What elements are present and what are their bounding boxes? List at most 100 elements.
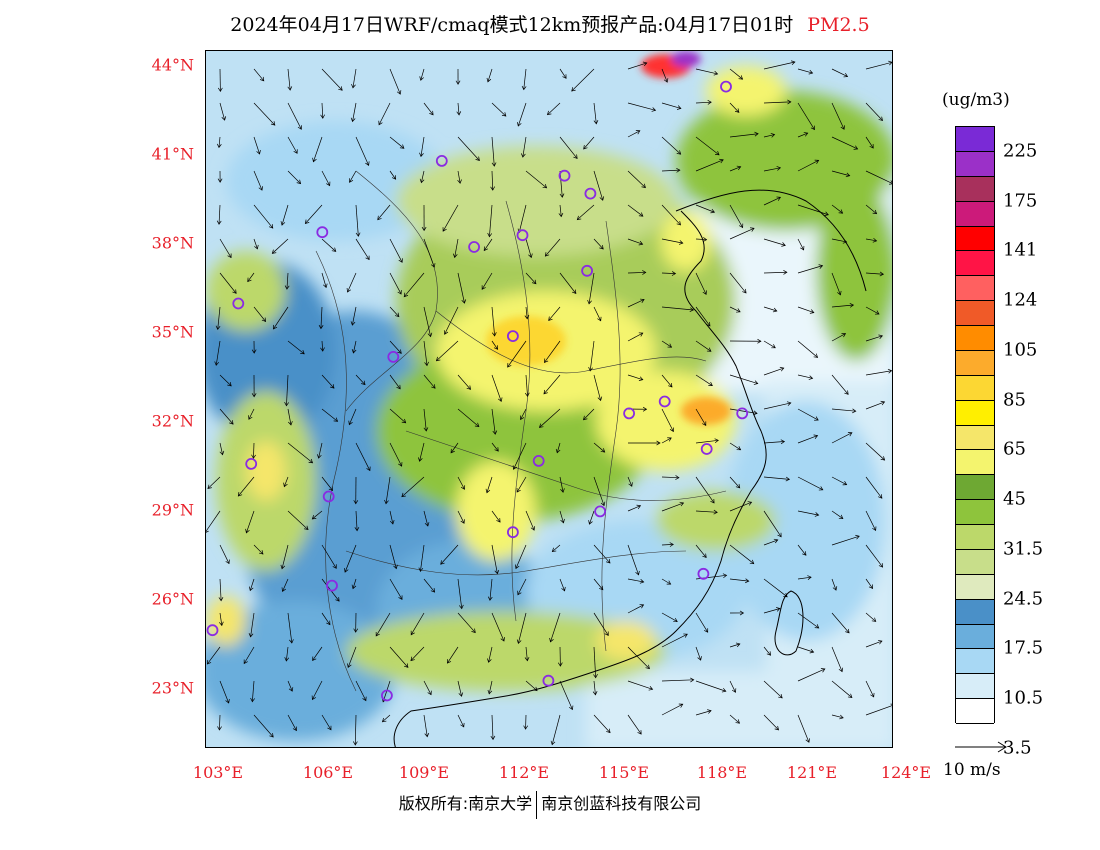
concentration-field [206,66,892,747]
wind-arrow [865,335,883,342]
wind-arrow [450,442,459,454]
wind-arrow [831,333,846,342]
wind-arrowhead [447,659,452,664]
lat-label: 35°N [151,322,194,342]
wind-arrowhead [878,334,883,340]
color-bar-segment [956,127,994,152]
wind-arrowhead [852,408,857,414]
wind-arrow [593,612,609,636]
wind-arrow [695,340,712,352]
wind-arrowhead [641,183,646,189]
color-bar-segment [956,400,994,426]
wind-arrow [423,102,434,116]
wind-arrowhead [839,714,844,720]
wind-arrow [487,68,493,82]
wind-arrowhead [493,345,499,350]
wind-arrow [273,306,289,330]
wind-arrowhead [587,299,592,305]
wind-arrow [797,476,823,491]
wind-arrowhead [419,178,425,184]
wind-arrowhead [317,454,322,459]
wind-arrow [423,340,428,366]
wind-arrowhead [690,677,695,683]
moderate-area [656,491,776,551]
wind-arrow [661,633,688,648]
pollution-map[interactable] [205,50,893,748]
color-bar-segment [956,574,994,600]
wind-arrow [661,502,684,512]
wind-arrowhead [327,725,332,731]
wind-arrowhead [460,519,465,524]
city-marker [316,226,329,239]
city-marker [326,579,338,592]
wind-arrowhead [667,437,672,442]
wind-arrowhead [206,530,209,533]
wind-arrow [831,680,853,698]
wind-arrow [797,160,819,172]
wind-arrow [321,612,331,625]
wind-arrow [865,102,883,121]
wind-arrowhead [809,648,815,654]
wind-arrow [763,539,778,546]
wind-arrowhead [530,526,536,531]
wind-arrow [517,578,527,595]
wind-arrowhead [516,639,522,644]
wind-arrowhead [283,482,288,488]
wind-arrow [218,204,221,225]
wind-arrow [287,612,293,644]
wind-arrow [559,272,577,294]
wind-arrow [763,441,785,444]
lat-label: 41°N [151,144,194,164]
wind-arrow [481,272,493,290]
wind-arrow [423,306,431,337]
wind-arrowhead [790,60,796,66]
wind-arrow [729,680,736,693]
wind-arrowhead [353,628,359,633]
wind-arrowhead [322,283,328,289]
wind-arrow [444,306,459,335]
wind-arrow [797,646,814,653]
wind-arrow [797,265,823,274]
wind-arrowhead [293,149,298,154]
wind-arrowhead [474,422,480,428]
wind-arrowhead [429,110,434,116]
wind-arrow [457,612,476,633]
wind-arrowhead [663,78,669,83]
wind-arrowhead [248,586,254,592]
wind-arrowhead [280,221,286,226]
wind-arrow [627,505,641,512]
wind-arrowhead [783,592,788,598]
wind-arrowhead [868,584,874,589]
color-bar-segment [956,549,994,575]
wind-arrowhead [435,356,441,362]
wind-arrow [865,61,892,70]
wind-arrow [865,705,892,716]
wind-arrowhead [487,689,493,695]
wind-arrowhead [676,105,682,110]
high-area [206,596,246,646]
color-bar-label: 17.5 [1003,637,1044,659]
wind-arrowhead [550,740,556,746]
wind-arrow [457,510,465,524]
wind-arrowhead [771,344,776,349]
wind-arrow [831,204,843,214]
wind-arrow [457,272,465,304]
wind-arrowhead [326,181,331,187]
wind-arrow [661,703,683,716]
wind-arrowhead [635,570,640,576]
wind-arrowhead [749,559,755,565]
wind-arrowhead [396,384,401,390]
wind-arrowhead [471,628,476,634]
wind-arrowhead [519,415,525,421]
wind-arrow [729,408,758,414]
wind-arrowhead [419,76,424,81]
wind-arrowhead [251,454,256,459]
wind-arrow [457,102,460,115]
wind-arrow [763,646,771,656]
wind-arrow [550,612,561,643]
wind-arrow [352,578,357,589]
city-markers [206,80,749,702]
wind-arrow [389,408,406,424]
wind-arrowhead [458,692,464,697]
wind-arrow [543,374,561,395]
